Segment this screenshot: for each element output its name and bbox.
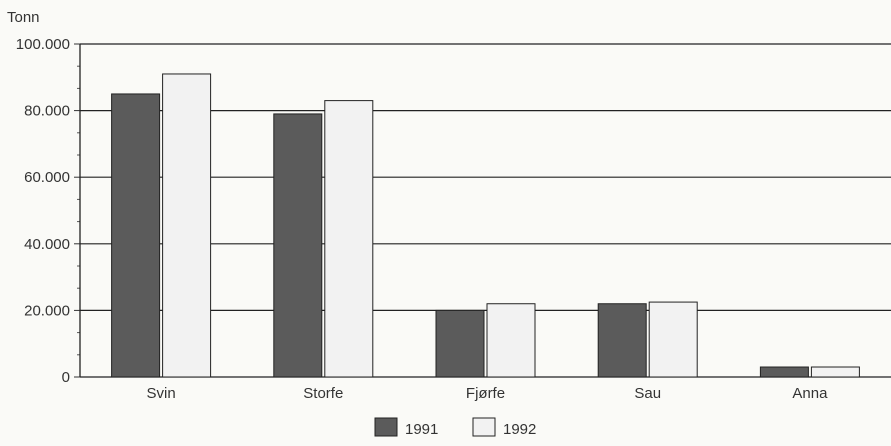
y-tick-label: 20.000: [24, 302, 70, 319]
y-tick-label: 100.000: [16, 36, 70, 53]
y-tick-label: 40.000: [24, 236, 70, 253]
y-tick-label: 60.000: [24, 169, 70, 186]
y-axis-label: Tonn: [7, 9, 40, 26]
bar-1992-sau: [648, 301, 698, 378]
legend-swatch-1991: [374, 417, 398, 437]
bars: [111, 73, 860, 378]
legend-label-1991: 1991: [405, 421, 438, 438]
x-tick-label: Fjørfe: [466, 385, 505, 402]
x-tick-label: Svin: [147, 385, 176, 402]
x-tick-label: Sau: [634, 385, 661, 402]
bar-1991-fjørfe: [435, 309, 485, 378]
bar-1992-storfe: [324, 100, 374, 378]
x-tick-label: Anna: [792, 385, 828, 402]
gridlines: [80, 43, 891, 311]
bar-1991-anna: [759, 366, 809, 378]
axes: [74, 43, 891, 378]
y-tick-label: 0: [62, 369, 70, 386]
legend: 1991 1992: [374, 417, 536, 438]
bar-1991-svin: [111, 93, 161, 378]
legend-label-1992: 1992: [503, 421, 536, 438]
y-tick-label: 80.000: [24, 103, 70, 120]
bar-1992-fjørfe: [486, 303, 536, 378]
tick-labels: 0 20.000 40.000 60.000 80.000 100.000 Svin Stor…: [16, 36, 828, 402]
x-tick-label: Storfe: [303, 385, 343, 402]
bar-1992-svin: [162, 73, 212, 378]
bar-1992-anna: [810, 366, 860, 378]
bar-1991-sau: [597, 303, 647, 378]
legend-swatch-1992: [472, 417, 496, 437]
bar-1991-storfe: [273, 113, 323, 378]
